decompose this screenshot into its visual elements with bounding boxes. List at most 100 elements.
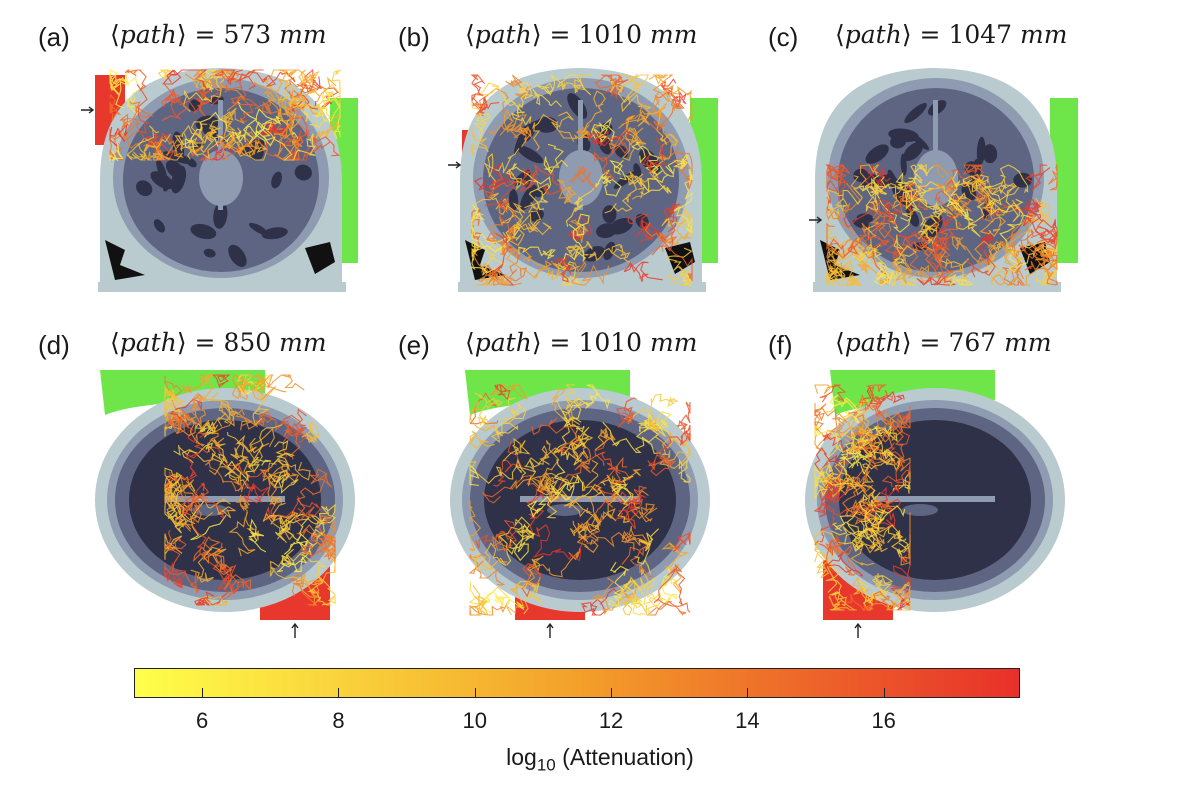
photon-path — [947, 273, 974, 286]
photon-path — [965, 249, 996, 278]
photon-path — [825, 542, 859, 576]
photon-path — [814, 465, 842, 490]
photon-path — [631, 141, 660, 174]
path-unit: mm — [650, 328, 698, 357]
sulcus-fold — [153, 219, 165, 233]
photon-path — [164, 394, 202, 435]
photon-path — [909, 241, 950, 279]
photon-path — [236, 428, 275, 465]
photon-path — [826, 534, 843, 573]
photon-path — [825, 565, 844, 598]
photon-path — [572, 426, 594, 462]
source-arrow — [809, 216, 823, 224]
detector-patch — [100, 370, 265, 415]
colorbar-tick-label: 16 — [871, 708, 896, 733]
panel-c-head-model — [809, 68, 1078, 292]
photon-path — [647, 456, 671, 477]
photon-path — [834, 493, 868, 534]
photon-path — [537, 445, 564, 465]
photon-path — [166, 475, 199, 510]
sulcus-fold — [294, 164, 312, 181]
photon-path — [873, 261, 894, 286]
sulcus-fold — [917, 442, 939, 459]
sulcus-fold — [519, 507, 530, 519]
photon-path — [227, 127, 268, 161]
photon-path — [552, 400, 586, 457]
photon-path — [124, 68, 147, 92]
photon-path — [1048, 164, 1058, 191]
photon-path — [164, 452, 200, 491]
photon-path — [588, 130, 630, 148]
photon-path — [826, 396, 870, 420]
photon-path — [863, 505, 906, 550]
photon-path — [617, 485, 647, 522]
ventricles — [199, 150, 243, 206]
photon-path — [895, 171, 939, 211]
photon-path — [515, 82, 535, 114]
photon-path — [647, 414, 676, 449]
photon-path — [235, 494, 251, 519]
photon-path — [665, 153, 688, 175]
path-symbol: path — [844, 328, 902, 357]
photon-path — [515, 457, 541, 487]
photon-path — [543, 143, 569, 175]
panel-d-head-model — [95, 370, 355, 638]
photon-path — [173, 442, 214, 456]
sulcus-fold — [248, 501, 263, 534]
photon-path — [194, 421, 216, 438]
photon-path — [652, 74, 674, 120]
photon-path — [621, 541, 653, 578]
photon-path — [1022, 206, 1046, 239]
photon-path — [839, 431, 900, 471]
photon-path — [917, 198, 943, 221]
scalp-base — [98, 282, 346, 292]
photon-path — [527, 163, 563, 196]
photon-path — [618, 103, 651, 129]
photon-path — [109, 69, 136, 109]
photon-path — [521, 563, 542, 598]
photon-path — [471, 585, 490, 616]
photon-path — [288, 422, 310, 444]
sulcus-fold — [909, 522, 926, 543]
path-symbol: path — [119, 20, 177, 49]
photon-path — [1018, 229, 1058, 260]
sulcus-fold — [633, 163, 642, 178]
photon-path — [162, 69, 211, 90]
colorbar-tick-label: 12 — [598, 708, 624, 733]
photon-path — [663, 202, 681, 233]
photon-path — [194, 591, 215, 606]
photon-path — [226, 424, 283, 468]
sulcus-fold — [592, 461, 614, 480]
photon-path — [248, 518, 267, 553]
source-arrow — [291, 622, 299, 638]
sulcus-fold — [596, 223, 617, 239]
photon-path — [850, 496, 872, 523]
sulcus-fold — [514, 468, 528, 479]
photon-path — [813, 492, 839, 514]
photon-path — [490, 384, 529, 400]
photon-path — [916, 273, 957, 286]
photon-path — [858, 405, 883, 444]
photon-path — [469, 463, 480, 487]
photon-path — [164, 529, 187, 572]
photon-path — [590, 117, 615, 145]
photon-path — [278, 81, 306, 109]
source-arrow — [448, 161, 462, 169]
photon-path — [869, 593, 903, 611]
sulcus-fold — [904, 103, 927, 124]
photon-path — [1025, 164, 1051, 191]
photon-path — [852, 247, 898, 287]
photon-path — [292, 83, 341, 114]
photon-path — [632, 124, 678, 200]
photon-path — [869, 481, 900, 514]
photon-path — [844, 479, 884, 513]
photon-path — [572, 446, 592, 474]
photon-path — [496, 269, 515, 287]
colorbar-tick-mark — [202, 688, 204, 698]
photon-path — [201, 550, 233, 576]
photon-path — [873, 425, 898, 443]
photon-path — [855, 385, 905, 407]
panel-path-title: ⟨path⟩ = 1047 mm — [835, 20, 1068, 49]
photon-path — [661, 567, 678, 605]
photon-path — [833, 461, 860, 492]
